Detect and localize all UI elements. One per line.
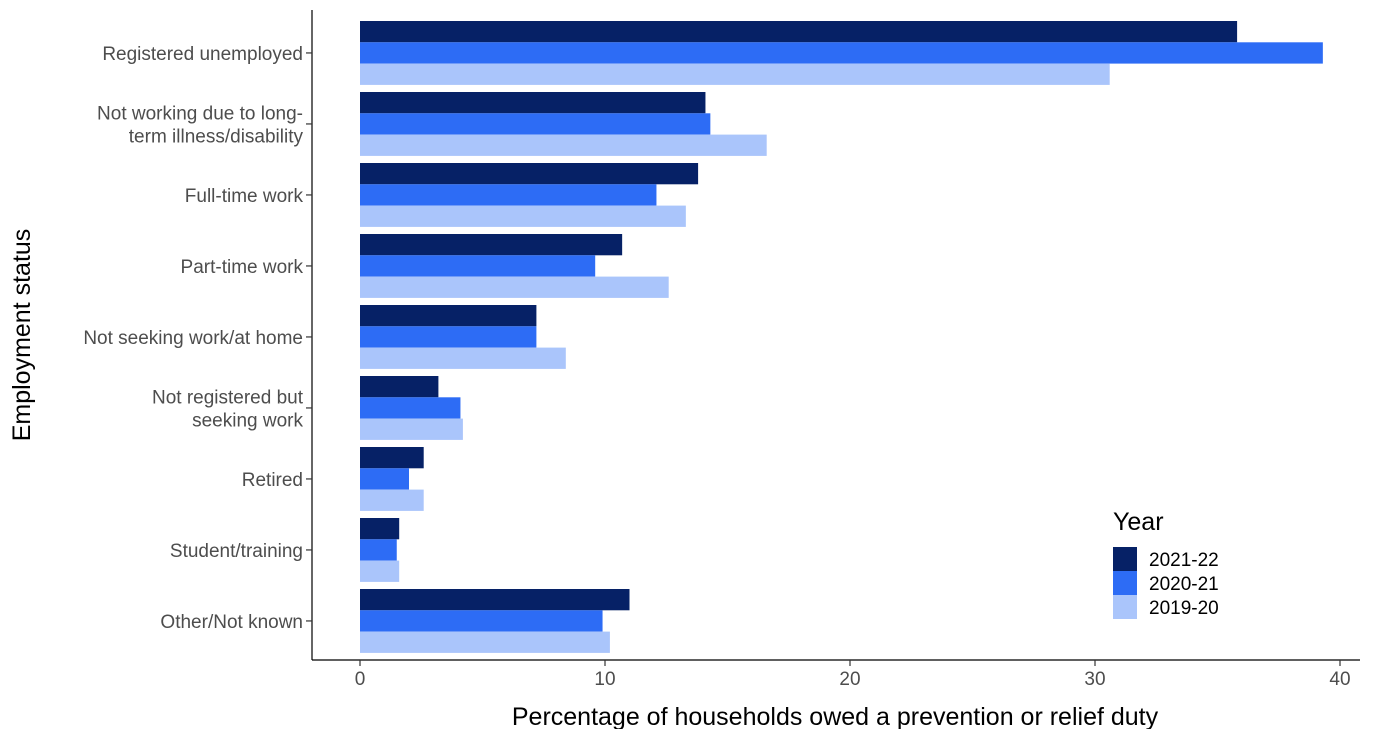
bar-not-working-due-to-long-term-illness-disability-2021-22 [360, 92, 706, 114]
legend-label-2020-21: 2020-21 [1149, 574, 1219, 595]
y-tick-label-not-seeking-work-at-home: Not seeking work/at home [83, 328, 303, 349]
bar-other-not-known-2021-22 [360, 589, 630, 611]
y-tick-label-part-time-work: Part-time work [181, 257, 304, 278]
bar-not-seeking-work-at-home-2019-20 [360, 347, 566, 369]
bar-retired-2020-21 [360, 468, 409, 490]
bar-other-not-known-2019-20 [360, 631, 610, 653]
bar-student-training-2019-20 [360, 560, 400, 582]
bar-not-registered-but-seeking-work-2021-22 [360, 376, 439, 398]
bar-not-registered-but-seeking-work-2019-20 [360, 418, 463, 440]
y-tick-label-student-training: Student/training [170, 541, 303, 562]
bar-registered-unemployed-2020-21 [360, 42, 1323, 64]
bars-layer [360, 21, 1323, 653]
bar-not-seeking-work-at-home-2020-21 [360, 326, 537, 348]
ticks-layer: 0 10 20 30 40 Registered unemployed Not workin… [83, 44, 1350, 690]
y-tick-label-not-working-due-to-long-term-illness-disability: Not working due to long-term illness/dis… [97, 103, 303, 147]
y-tick-label-not-registered-but-seeking-work: Not registered but seeking work [152, 387, 304, 431]
bar-retired-2021-22 [360, 447, 424, 469]
bar-student-training-2020-21 [360, 539, 397, 561]
y-tick-label-full-time-work: Full-time work [185, 186, 304, 207]
bar-other-not-known-2020-21 [360, 610, 603, 632]
legend-label-2019-20: 2019-20 [1149, 598, 1219, 619]
bar-registered-unemployed-2021-22 [360, 21, 1238, 43]
legend-swatch-2019-20 [1113, 595, 1137, 619]
bar-not-registered-but-seeking-work-2020-21 [360, 397, 461, 419]
bar-full-time-work-2020-21 [360, 184, 657, 206]
bar-not-seeking-work-at-home-2021-22 [360, 305, 537, 327]
legend: Year 2021-22 2020-21 2019-20 [1113, 508, 1219, 619]
legend-label-2021-22: 2021-22 [1149, 550, 1219, 571]
bar-part-time-work-2021-22 [360, 234, 623, 256]
bar-not-working-due-to-long-term-illness-disability-2019-20 [360, 134, 767, 156]
legend-title: Year [1113, 508, 1164, 536]
x-tick-label-0: 0 [355, 669, 366, 690]
legend-swatch-2021-22 [1113, 547, 1137, 571]
bar-part-time-work-2020-21 [360, 255, 596, 277]
y-tick-label-registered-unemployed: Registered unemployed [102, 44, 303, 65]
bar-full-time-work-2021-22 [360, 163, 699, 185]
legend-swatch-2020-21 [1113, 571, 1137, 595]
x-tick-label-20: 20 [839, 669, 860, 690]
bar-part-time-work-2019-20 [360, 276, 669, 298]
y-axis-title: Employment status [8, 229, 36, 442]
axes-layer [311, 10, 1360, 661]
x-axis-title: Percentage of households owed a preventi… [512, 703, 1159, 729]
bar-student-training-2021-22 [360, 518, 400, 540]
bar-retired-2019-20 [360, 489, 424, 511]
bar-not-working-due-to-long-term-illness-disability-2020-21 [360, 113, 711, 135]
x-tick-label-30: 30 [1084, 669, 1105, 690]
y-tick-label-other-not-known: Other/Not known [160, 612, 303, 633]
x-tick-label-40: 40 [1329, 669, 1350, 690]
bar-full-time-work-2019-20 [360, 205, 686, 227]
bar-registered-unemployed-2019-20 [360, 63, 1110, 85]
y-tick-label-retired: Retired [242, 470, 303, 491]
x-tick-label-10: 10 [594, 669, 615, 690]
